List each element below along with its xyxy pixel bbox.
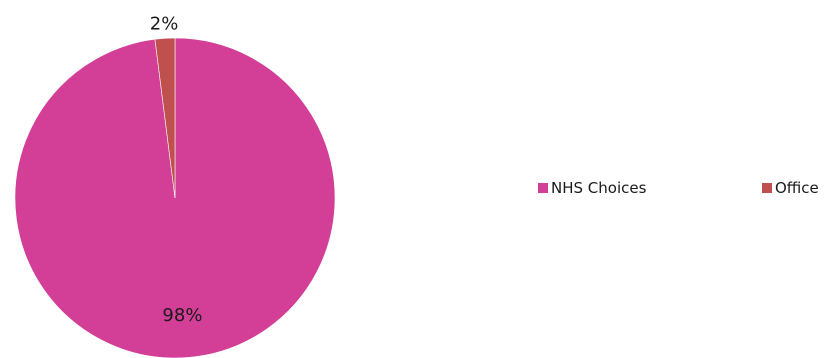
legend-item-office: Office	[762, 179, 819, 197]
legend-swatch-nhs-choices	[538, 183, 548, 193]
legend-label-office: Office	[775, 179, 819, 197]
legend-label-nhs-choices: NHS Choices	[551, 179, 647, 197]
slice-label-office: 2%	[150, 13, 179, 34]
legend-swatch-office	[762, 183, 772, 193]
legend: NHS Choices Office	[538, 179, 819, 197]
slice-label-nhs-choices: 98%	[162, 305, 202, 326]
slice-labels: 98% 2%	[150, 13, 203, 326]
legend-item-nhs-choices: NHS Choices	[538, 179, 647, 197]
pie-slice-office	[154, 37, 176, 199]
